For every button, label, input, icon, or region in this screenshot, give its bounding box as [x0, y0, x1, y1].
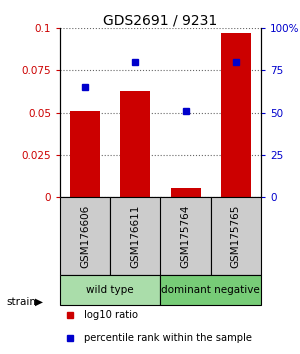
Text: GSM176606: GSM176606 [80, 204, 90, 268]
Text: ▶: ▶ [34, 297, 43, 307]
Text: dominant negative: dominant negative [161, 285, 260, 295]
Bar [110, 197, 160, 275]
Bar [221, 33, 251, 197]
Bar [170, 188, 201, 197]
Text: GSM175764: GSM175764 [181, 204, 190, 268]
Text: GSM175765: GSM175765 [231, 204, 241, 268]
Bar [211, 197, 261, 275]
Bar [120, 91, 150, 197]
Bar [60, 197, 110, 275]
Text: strain: strain [6, 297, 36, 307]
Bar [70, 111, 100, 197]
Title: GDS2691 / 9231: GDS2691 / 9231 [103, 13, 218, 27]
Text: GSM176611: GSM176611 [130, 204, 140, 268]
Bar [60, 275, 160, 305]
Text: percentile rank within the sample: percentile rank within the sample [84, 333, 252, 343]
Bar [160, 197, 211, 275]
Text: wild type: wild type [86, 285, 134, 295]
Text: log10 ratio: log10 ratio [84, 310, 138, 320]
Bar [160, 275, 261, 305]
